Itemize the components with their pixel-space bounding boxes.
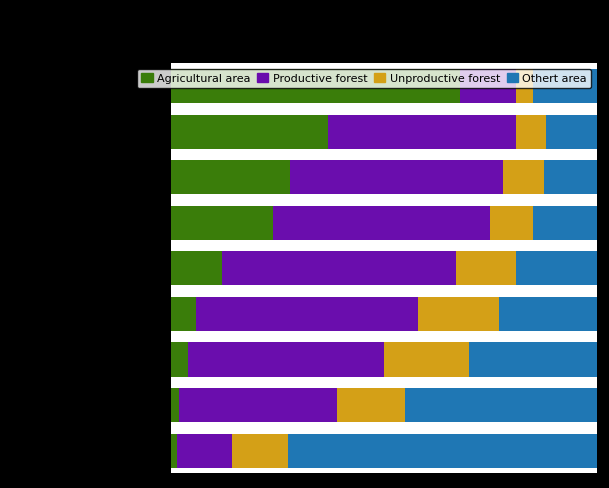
Bar — [418, 297, 499, 331]
Bar — [503, 160, 544, 194]
Bar — [533, 69, 597, 103]
Bar — [171, 433, 177, 468]
Bar — [405, 388, 597, 422]
Bar — [222, 251, 456, 285]
Bar — [171, 297, 196, 331]
Bar — [544, 160, 597, 194]
Bar — [516, 69, 533, 103]
Bar — [171, 343, 188, 377]
Bar — [171, 388, 179, 422]
Bar — [328, 115, 516, 149]
Bar — [171, 206, 273, 240]
Bar — [290, 160, 503, 194]
Bar — [460, 69, 516, 103]
Bar — [171, 69, 460, 103]
Bar — [273, 206, 490, 240]
Legend: Agricultural area, Productive forest, Unproductive forest, Othert area: Agricultural area, Productive forest, Un… — [137, 69, 591, 88]
Bar — [469, 343, 597, 377]
Bar — [384, 343, 469, 377]
Bar — [546, 115, 597, 149]
Bar — [516, 115, 546, 149]
Bar — [188, 343, 384, 377]
Bar — [171, 160, 290, 194]
Bar — [233, 433, 287, 468]
Bar — [171, 251, 222, 285]
Bar — [499, 297, 597, 331]
Bar — [533, 206, 597, 240]
Bar — [337, 388, 405, 422]
Bar — [171, 115, 328, 149]
Bar — [179, 388, 337, 422]
Bar — [196, 297, 418, 331]
Bar — [177, 433, 233, 468]
Bar — [287, 433, 597, 468]
Bar — [516, 251, 597, 285]
Bar — [456, 251, 516, 285]
Bar — [490, 206, 533, 240]
